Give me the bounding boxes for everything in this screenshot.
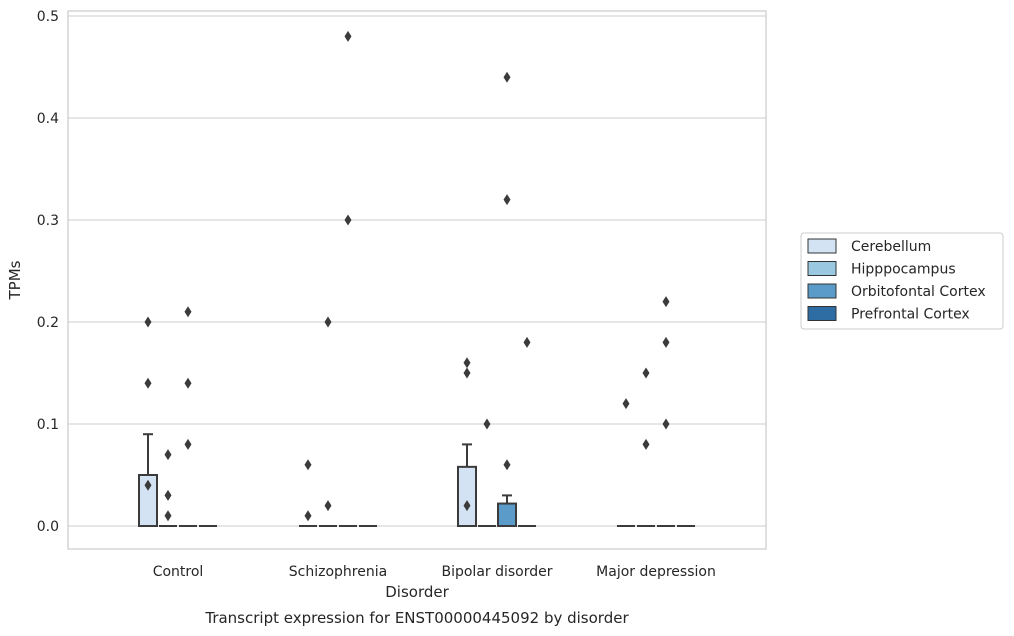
outlier-point <box>304 459 312 471</box>
outlier-point <box>642 367 650 379</box>
outlier-point <box>662 296 670 308</box>
outlier-point <box>184 306 192 318</box>
outlier-point <box>503 194 511 206</box>
outlier-point <box>662 418 670 430</box>
outlier-point <box>463 357 471 369</box>
legend-label: Hipppocampus <box>851 262 956 278</box>
outlier-point <box>622 398 630 410</box>
outlier-point <box>144 316 152 328</box>
x-tick-label: Bipolar disorder <box>441 564 552 580</box>
x-tick-label: Schizophrenia <box>289 564 387 580</box>
outlier-point <box>164 449 172 461</box>
legend-label: Orbitofontal Cortex <box>851 284 986 300</box>
outlier-point <box>344 214 352 226</box>
legend-label: Prefrontal Cortex <box>851 307 970 323</box>
outlier-point <box>144 377 152 389</box>
y-tick-label: 0.2 <box>37 315 59 331</box>
outlier-point <box>503 459 511 471</box>
y-axis-ticks: 0.0 0.1 0.2 0.3 0.4 0.5 <box>37 9 59 535</box>
outlier-point <box>184 438 192 450</box>
legend-items: Cerebellum Hipppocampus Orbitofontal Corte… <box>807 238 986 323</box>
outlier-point <box>463 500 471 512</box>
x-axis-ticks: Control Schizophrenia Bipolar disorder Majo… <box>153 564 716 580</box>
outlier-point <box>184 377 192 389</box>
box-body <box>497 502 517 527</box>
x-axis-label: Disorder <box>385 583 449 601</box>
legend-swatch <box>807 261 837 276</box>
outlier-point <box>503 71 511 83</box>
outlier-point <box>662 336 670 348</box>
y-tick-label: 0.3 <box>37 213 59 229</box>
y-tick-label: 0.5 <box>37 9 59 25</box>
gridlines <box>68 15 766 527</box>
legend-swatch <box>807 283 837 299</box>
outlier-point <box>304 510 312 522</box>
y-tick-label: 0.0 <box>37 519 59 535</box>
legend: Cerebellum Hipppocampus Orbitofontal Corte… <box>800 232 1004 330</box>
outlier-point <box>642 438 650 450</box>
outlier-point <box>144 479 152 491</box>
figure-caption: Transcript expression for ENST0000044509… <box>204 609 629 627</box>
legend-swatch <box>807 306 837 321</box>
legend-label: Cerebellum <box>851 239 931 255</box>
x-tick-label: Control <box>153 564 204 580</box>
x-tick-label: Major depression <box>596 564 716 580</box>
legend-frame <box>800 232 1004 330</box>
outlier-point <box>483 418 491 430</box>
outlier-point <box>164 510 172 522</box>
outlier-point <box>324 316 332 328</box>
y-tick-label: 0.4 <box>37 111 59 127</box>
outlier-point <box>164 489 172 501</box>
plot-area-frame <box>67 10 767 550</box>
outlier-points <box>144 30 670 522</box>
y-axis-label: TPMs <box>6 260 24 300</box>
y-tick-label: 0.1 <box>37 417 59 433</box>
boxes <box>138 433 695 527</box>
box-cerebellum <box>457 443 477 527</box>
outlier-point <box>463 367 471 379</box>
outlier-point <box>523 336 531 348</box>
legend-swatch <box>807 238 837 254</box>
box-orbitofontal-cortex <box>497 494 517 527</box>
outlier-point <box>344 30 352 42</box>
outlier-point <box>324 500 332 512</box>
box-cerebellum <box>138 433 158 527</box>
box-body <box>457 465 477 527</box>
